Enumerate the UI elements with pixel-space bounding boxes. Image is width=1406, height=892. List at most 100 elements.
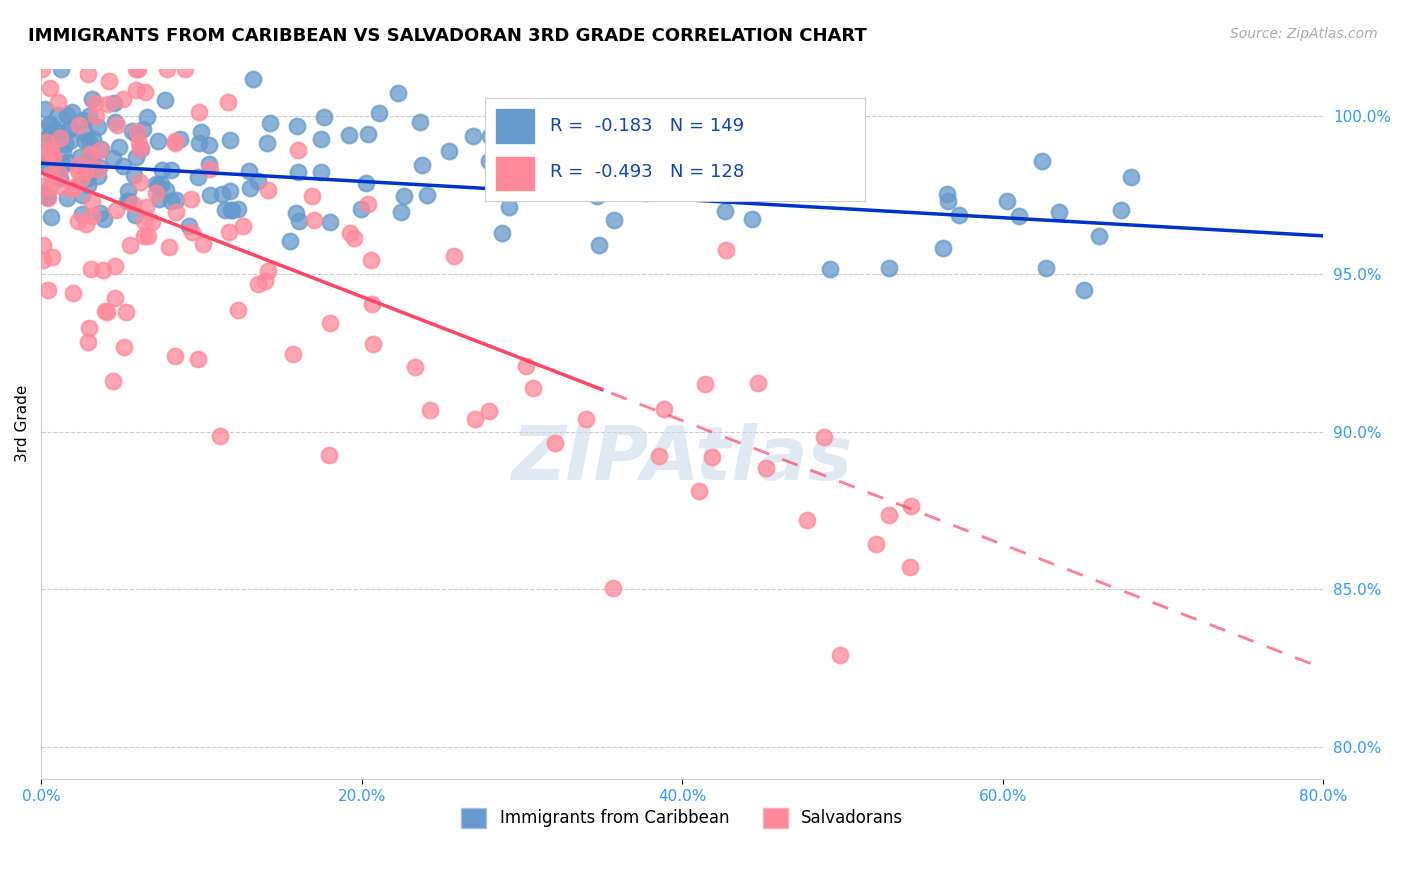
Point [44, 165, 66, 179]
Point [39, 167, 62, 181]
Point [89, 206, 111, 220]
Point [117, 184, 139, 198]
Point [256, 264, 278, 278]
Point [77, 135, 100, 149]
Point [138, 229, 160, 244]
Point [932, 241, 955, 255]
Point [38, 128, 60, 142]
Point [648, 449, 671, 463]
Point [70, 172, 93, 186]
Point [56, 191, 79, 205]
Point [39, 143, 62, 157]
Point [219, 203, 242, 218]
Point [39, 128, 62, 142]
Point [301, 189, 323, 203]
Point [59, 134, 82, 148]
Point [337, 128, 360, 142]
Point [49, 62, 72, 76]
Point [226, 202, 249, 216]
Point [177, 219, 200, 234]
Text: R =  -0.183   N = 149: R = -0.183 N = 149 [550, 118, 744, 136]
Point [612, 177, 634, 191]
Point [288, 214, 311, 228]
Point [135, 110, 157, 124]
Point [112, 159, 135, 173]
Point [63, 179, 86, 194]
Point [104, 202, 127, 217]
Point [105, 119, 128, 133]
Point [688, 483, 710, 498]
Point [35, 189, 58, 203]
Point [877, 508, 900, 523]
Point [90, 142, 112, 156]
FancyBboxPatch shape [496, 157, 534, 190]
Point [72, 112, 94, 127]
Point [87, 120, 110, 134]
Point [87, 161, 110, 176]
Point [124, 62, 146, 76]
Point [437, 144, 460, 158]
Point [104, 115, 127, 129]
Point [115, 305, 138, 319]
Point [84, 109, 107, 123]
Point [67, 164, 90, 178]
Point [342, 231, 364, 245]
Point [463, 129, 485, 144]
Point [796, 513, 818, 527]
Point [312, 110, 335, 124]
Point [1121, 169, 1143, 184]
Point [127, 62, 149, 76]
Point [948, 208, 970, 222]
Point [318, 449, 340, 463]
Point [101, 151, 124, 165]
Point [544, 436, 567, 450]
Point [31, 154, 53, 169]
Point [936, 194, 959, 208]
Point [82, 132, 104, 146]
Point [58, 122, 80, 136]
Point [34, 155, 56, 169]
Text: R =  -0.493   N = 128: R = -0.493 N = 128 [550, 163, 744, 181]
Point [75, 134, 97, 148]
Point [79, 109, 101, 123]
Point [695, 376, 717, 391]
Point [39, 180, 62, 194]
Point [160, 194, 183, 209]
Point [37, 283, 59, 297]
Point [995, 194, 1018, 209]
Point [877, 261, 900, 276]
Point [585, 189, 607, 203]
Point [478, 404, 501, 418]
Point [32, 237, 55, 252]
Point [91, 263, 114, 277]
Point [39, 210, 62, 224]
Point [129, 176, 152, 190]
Point [45, 170, 67, 185]
Point [165, 193, 187, 207]
Point [108, 140, 131, 154]
Point [67, 118, 90, 132]
Point [242, 72, 264, 87]
Point [96, 305, 118, 319]
Point [79, 147, 101, 161]
Point [209, 428, 232, 442]
Point [443, 249, 465, 263]
Point [818, 262, 841, 277]
Point [219, 133, 242, 147]
Point [97, 74, 120, 88]
Point [131, 122, 153, 136]
Point [103, 95, 125, 110]
Point [180, 225, 202, 239]
Point [256, 136, 278, 150]
Point [80, 153, 103, 168]
Point [86, 169, 108, 183]
Point [232, 219, 254, 233]
Point [129, 142, 152, 156]
Point [190, 125, 212, 139]
Point [302, 212, 325, 227]
Point [221, 203, 243, 218]
Point [218, 225, 240, 239]
Point [72, 207, 94, 221]
Point [84, 95, 107, 110]
Point [593, 117, 616, 131]
